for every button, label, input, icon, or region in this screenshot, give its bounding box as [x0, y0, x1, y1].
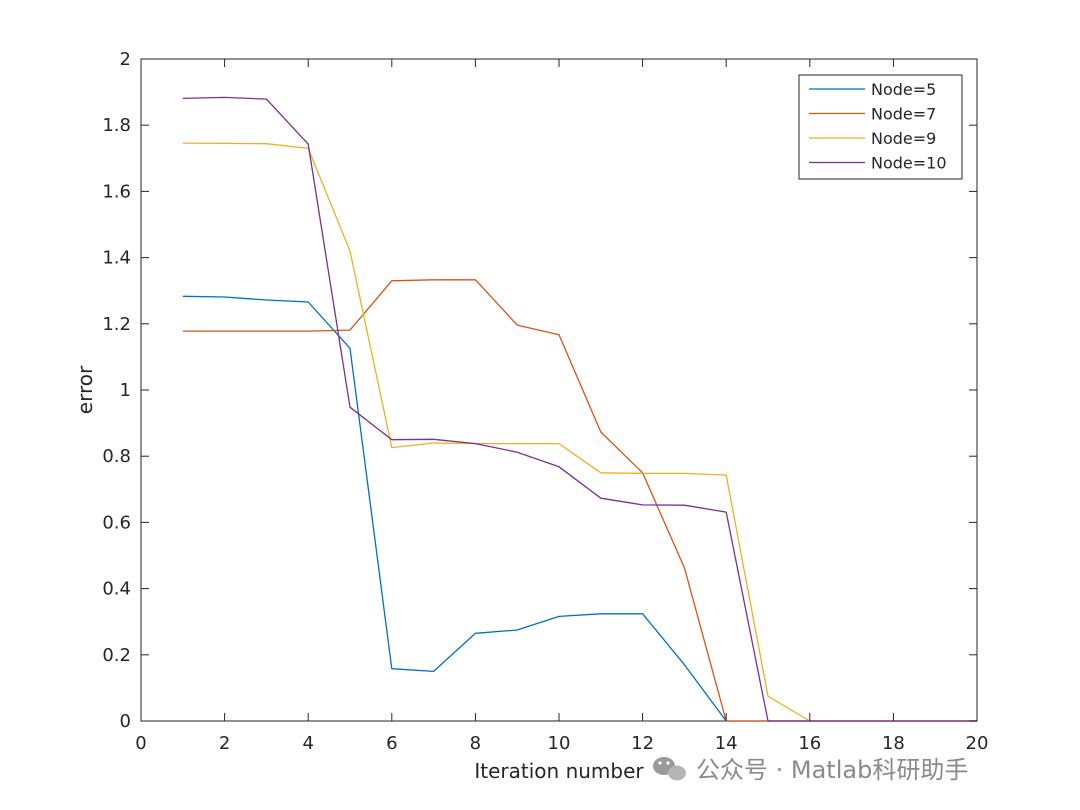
x-tick-label: 18	[882, 733, 905, 754]
x-axis-label: Iteration number	[474, 759, 644, 783]
y-tick-label: 0.4	[102, 579, 131, 600]
y-tick-label: 2	[120, 49, 131, 70]
x-tick-label: 0	[135, 733, 146, 754]
legend-entry-label: Node=10	[871, 154, 947, 173]
y-tick-label: 0.6	[102, 512, 131, 533]
x-tick-label: 6	[386, 733, 397, 754]
watermark: 公众号 · Matlab科研助手	[653, 756, 968, 784]
series-layer	[182, 96, 977, 722]
y-tick-label: 1.8	[102, 115, 131, 136]
y-tick-label: 0.8	[102, 446, 131, 467]
x-tick-label: 4	[302, 733, 313, 754]
legend-entry-label: Node=5	[871, 80, 936, 99]
x-tick-label: 16	[798, 733, 821, 754]
y-tick-label: 1.6	[102, 181, 131, 202]
x-tick-label: 2	[219, 733, 230, 754]
ticks-layer: 0 2 4 6 8 10 12 14 16 18 20 0 0.2 0.4 0.6 0.8 1 1.2 1.4 1.6…	[102, 49, 988, 754]
y-axis-label: error	[73, 365, 97, 414]
x-tick-label: 12	[631, 733, 654, 754]
y-tick-label: 0.2	[102, 645, 131, 666]
legend-entry-label: Node=7	[871, 105, 936, 124]
y-tick-label: 1	[120, 380, 131, 401]
legend-entry-label: Node=9	[871, 129, 936, 148]
x-tick-label: 10	[548, 733, 571, 754]
legend: Node=5 Node=7 Node=9 Node=10	[798, 74, 963, 180]
y-tick-label: 1.4	[102, 248, 131, 269]
series-line-node-10	[182, 96, 977, 722]
x-tick-label: 20	[966, 733, 989, 754]
watermark-text: 公众号 · Matlab科研助手	[696, 756, 968, 784]
wechat-icon	[653, 757, 686, 781]
x-tick-label: 8	[470, 733, 481, 754]
x-tick-label: 14	[715, 733, 738, 754]
legend-box	[798, 74, 963, 180]
y-tick-label: 1.2	[102, 314, 131, 335]
y-tick-label: 0	[120, 711, 131, 732]
